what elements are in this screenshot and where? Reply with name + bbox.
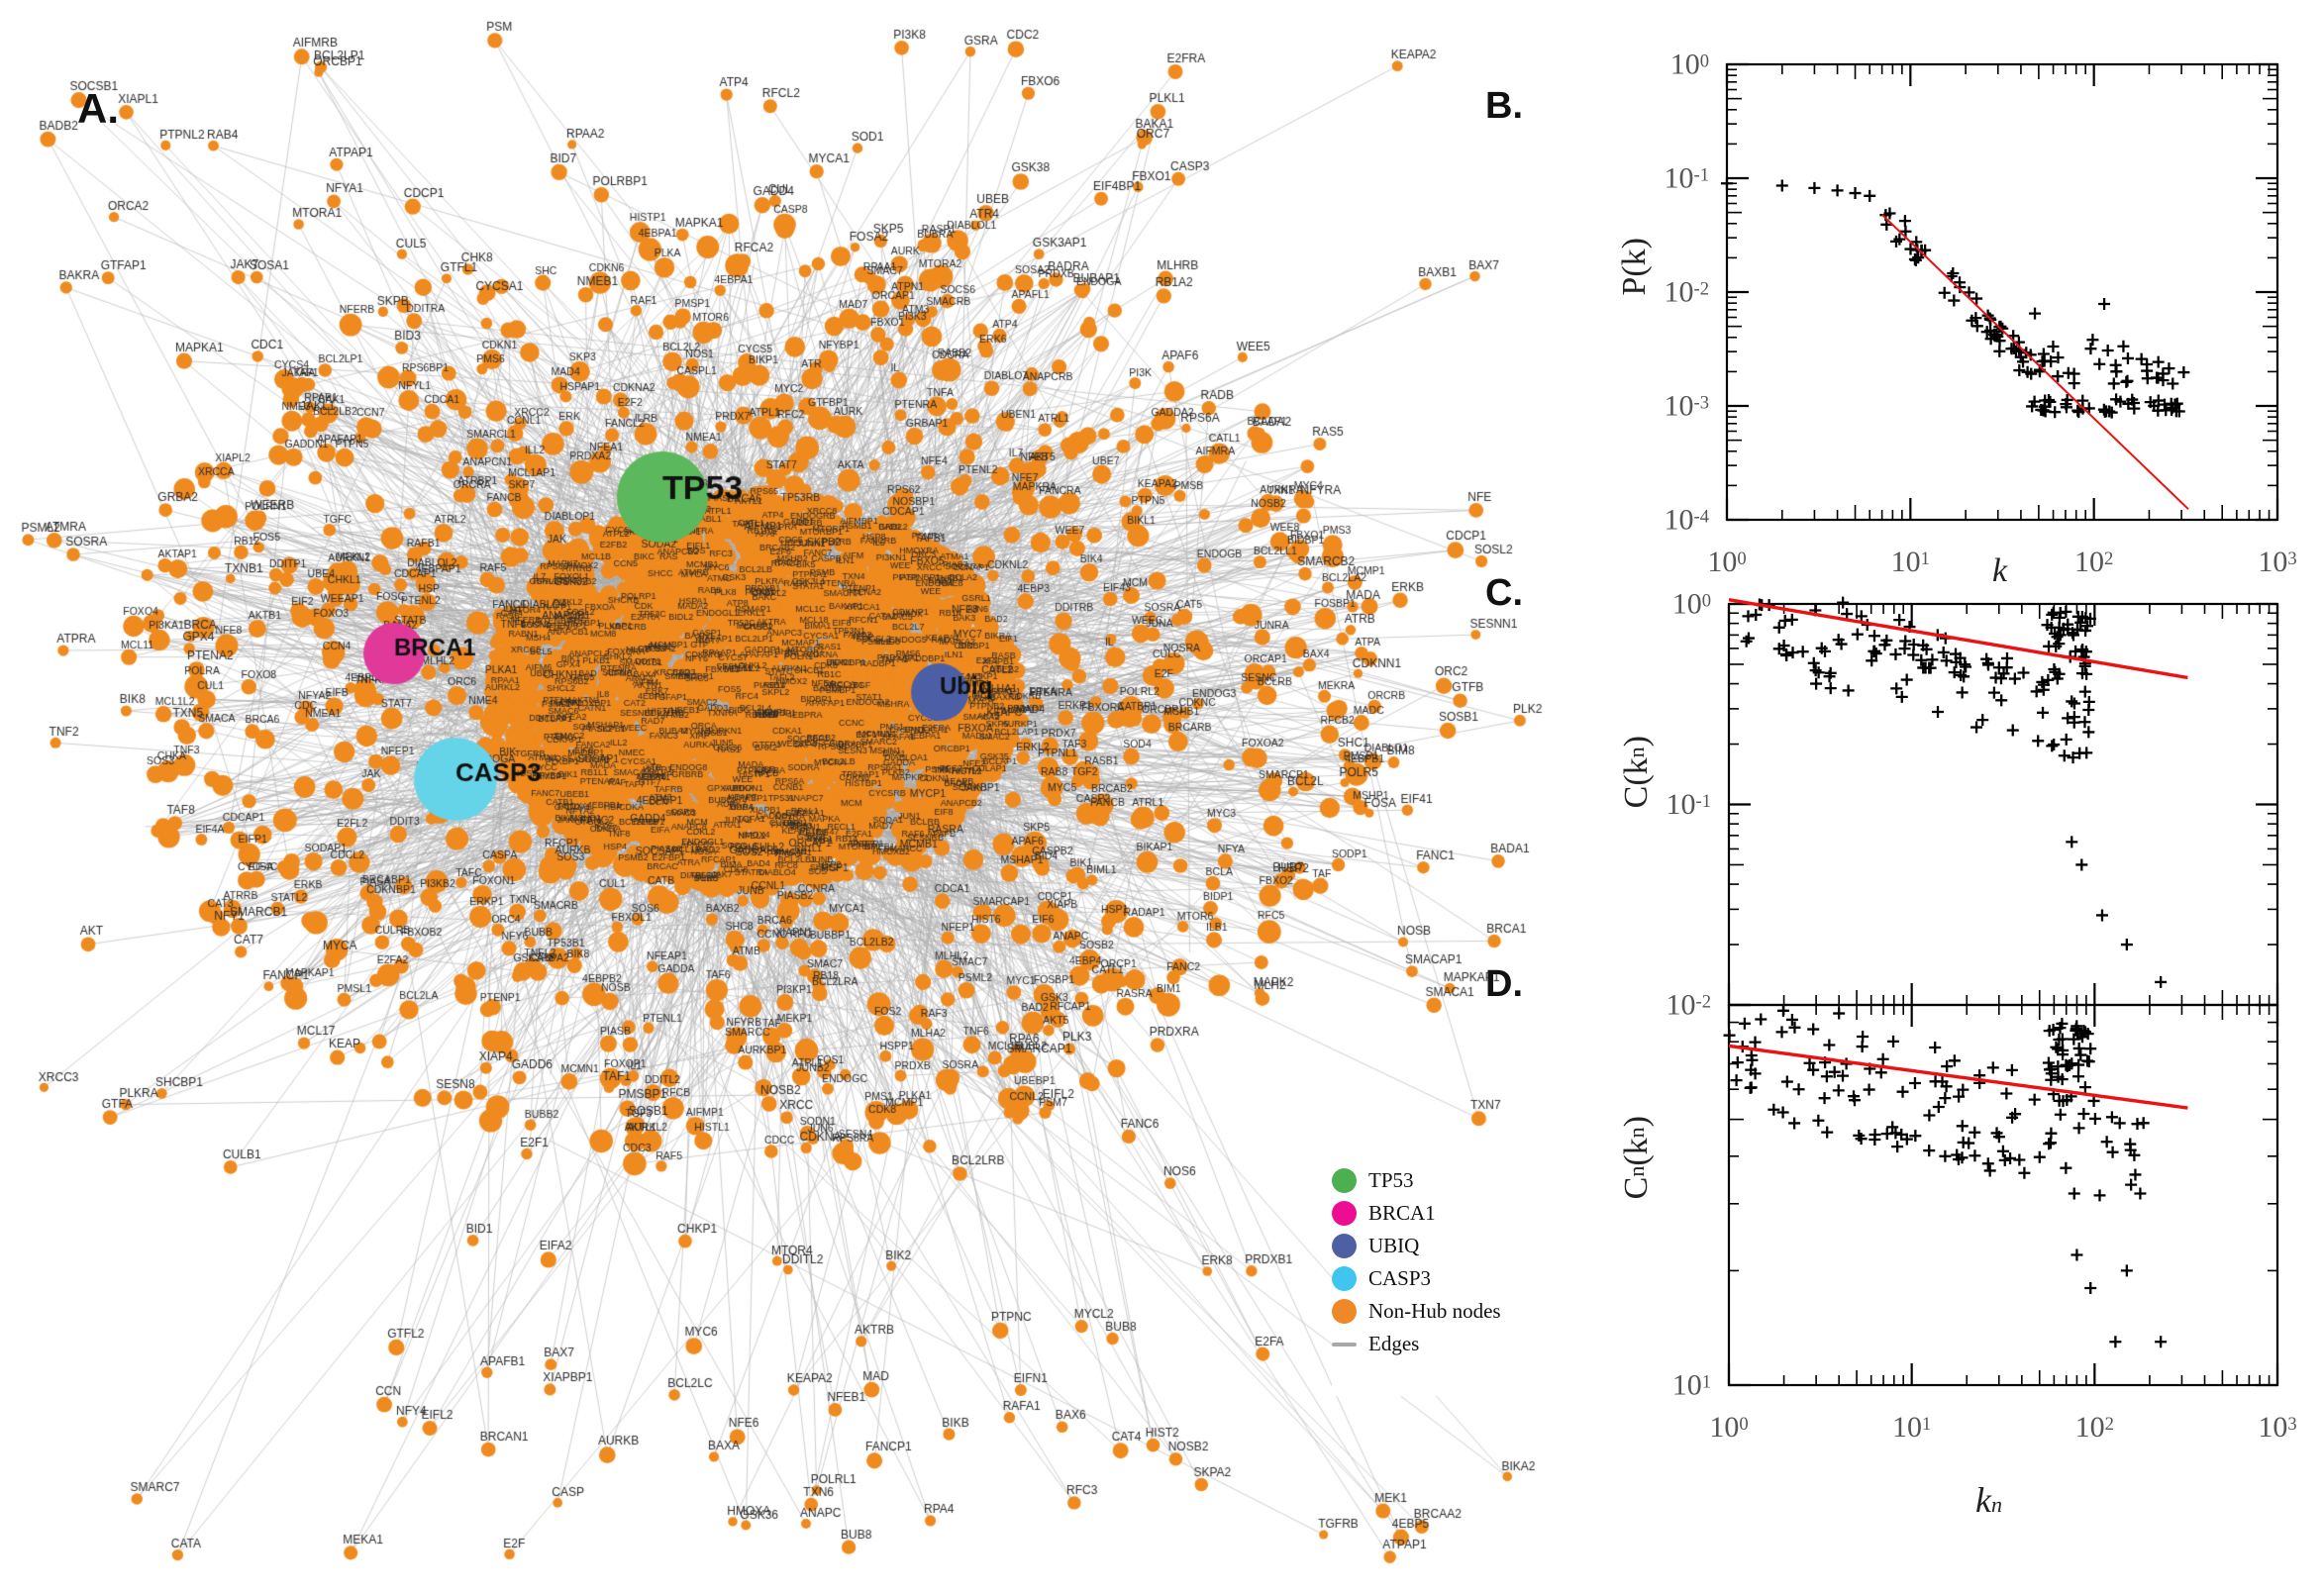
svg-text:101: 101 (1672, 1369, 1711, 1402)
svg-text:102: 102 (2075, 1411, 2114, 1444)
svg-text:100: 100 (1709, 1411, 1748, 1444)
svg-text:103: 103 (2258, 1411, 2296, 1444)
svg-text:101: 101 (1892, 1411, 1931, 1444)
